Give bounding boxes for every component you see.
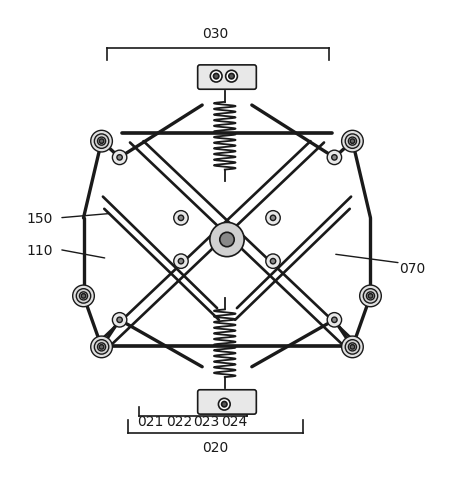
- Circle shape: [226, 70, 237, 82]
- Circle shape: [363, 289, 378, 303]
- Text: 020: 020: [202, 441, 229, 455]
- Circle shape: [91, 336, 113, 358]
- Circle shape: [220, 232, 234, 247]
- Circle shape: [368, 294, 373, 298]
- Text: 030: 030: [202, 27, 229, 41]
- Text: 070: 070: [399, 262, 425, 276]
- Circle shape: [81, 294, 86, 298]
- Text: 022: 022: [167, 415, 193, 429]
- Circle shape: [360, 285, 381, 307]
- Circle shape: [266, 211, 280, 225]
- Circle shape: [270, 259, 276, 264]
- Circle shape: [270, 215, 276, 220]
- Circle shape: [222, 401, 227, 407]
- Circle shape: [99, 139, 104, 143]
- Circle shape: [210, 70, 222, 82]
- Circle shape: [213, 73, 219, 79]
- Text: 023: 023: [193, 415, 220, 429]
- Circle shape: [79, 292, 88, 300]
- Circle shape: [345, 340, 360, 354]
- Circle shape: [178, 259, 184, 264]
- Circle shape: [341, 130, 363, 152]
- Circle shape: [327, 313, 341, 327]
- Circle shape: [348, 137, 356, 145]
- Circle shape: [345, 134, 360, 148]
- FancyBboxPatch shape: [197, 65, 257, 89]
- Circle shape: [113, 313, 127, 327]
- Circle shape: [174, 254, 188, 268]
- Circle shape: [98, 137, 106, 145]
- Circle shape: [350, 139, 355, 143]
- Circle shape: [174, 211, 188, 225]
- Circle shape: [91, 130, 113, 152]
- Circle shape: [94, 340, 109, 354]
- Circle shape: [99, 344, 104, 349]
- Circle shape: [94, 134, 109, 148]
- Circle shape: [332, 155, 337, 160]
- Text: 150: 150: [26, 212, 53, 226]
- FancyBboxPatch shape: [197, 390, 257, 414]
- Circle shape: [348, 343, 356, 351]
- Text: 024: 024: [221, 415, 247, 429]
- Circle shape: [178, 215, 184, 220]
- Circle shape: [327, 150, 341, 165]
- Circle shape: [113, 150, 127, 165]
- Circle shape: [98, 343, 106, 351]
- Circle shape: [210, 222, 244, 257]
- Circle shape: [117, 317, 122, 322]
- Circle shape: [266, 254, 280, 268]
- Circle shape: [218, 399, 230, 410]
- Circle shape: [332, 317, 337, 322]
- Circle shape: [76, 289, 91, 303]
- Circle shape: [229, 73, 234, 79]
- Circle shape: [73, 285, 94, 307]
- Text: 021: 021: [137, 415, 163, 429]
- Circle shape: [341, 336, 363, 358]
- Text: 110: 110: [26, 244, 53, 258]
- Circle shape: [350, 344, 355, 349]
- Circle shape: [366, 292, 375, 300]
- Circle shape: [117, 155, 122, 160]
